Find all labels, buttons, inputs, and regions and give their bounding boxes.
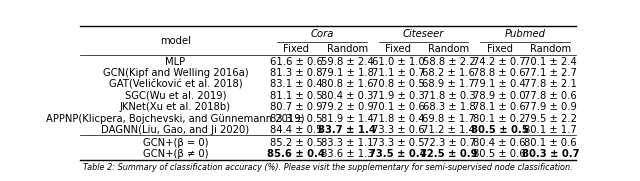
Text: 70.1 ± 2.4: 70.1 ± 2.4 (524, 57, 577, 67)
Text: Citeseer: Citeseer (403, 29, 444, 39)
Text: 78.8 ± 0.6: 78.8 ± 0.6 (474, 68, 526, 78)
Text: 80.1 ± 0.6: 80.1 ± 0.6 (524, 138, 577, 148)
Text: 80.7 ± 0.9: 80.7 ± 0.9 (270, 102, 323, 112)
Text: 80.5 ± 0.5: 80.5 ± 0.5 (471, 125, 529, 135)
Text: model: model (160, 35, 191, 46)
Text: APPNP(Klicpera, Bojchevski, and Günnemann 2019): APPNP(Klicpera, Bojchevski, and Günneman… (46, 114, 305, 124)
Text: 80.4 ± 0.3: 80.4 ± 0.3 (321, 91, 373, 101)
Text: 83.7 ± 1.4: 83.7 ± 1.4 (318, 125, 376, 135)
Text: Fixed: Fixed (487, 44, 513, 54)
Text: 80.5 ± 0.6: 80.5 ± 0.6 (474, 149, 526, 159)
Text: 83.3 ± 0.5: 83.3 ± 0.5 (270, 114, 323, 124)
Text: 81.3 ± 0.8: 81.3 ± 0.8 (270, 68, 323, 78)
Text: 77.9 ± 0.9: 77.9 ± 0.9 (524, 102, 577, 112)
Text: 59.8 ± 2.4: 59.8 ± 2.4 (321, 57, 374, 67)
Text: 69.8 ± 1.7: 69.8 ± 1.7 (422, 114, 476, 124)
Text: 73.3 ± 0.6: 73.3 ± 0.6 (372, 125, 424, 135)
Text: 68.2 ± 1.6: 68.2 ± 1.6 (422, 68, 476, 78)
Text: 80.8 ± 1.6: 80.8 ± 1.6 (321, 79, 374, 89)
Text: 72.3 ± 0.7: 72.3 ± 0.7 (422, 138, 476, 148)
Text: GCN(Kipf and Welling 2016a): GCN(Kipf and Welling 2016a) (102, 68, 248, 78)
Text: 78.1 ± 0.6: 78.1 ± 0.6 (474, 102, 526, 112)
Text: 83.6 ± 1.3: 83.6 ± 1.3 (321, 149, 374, 159)
Text: Table 2: Summary of classification accuracy (%). Please visit the supplementary : Table 2: Summary of classification accur… (83, 163, 573, 172)
Text: 73.5 ± 0.4: 73.5 ± 0.4 (369, 149, 427, 159)
Text: DAGNN(Liu, Gao, and Ji 2020): DAGNN(Liu, Gao, and Ji 2020) (101, 125, 250, 135)
Text: 78.9 ± 0.0: 78.9 ± 0.0 (474, 91, 526, 101)
Text: 79.5 ± 2.2: 79.5 ± 2.2 (524, 114, 577, 124)
Text: Random: Random (326, 44, 368, 54)
Text: 71.8 ± 0.4: 71.8 ± 0.4 (372, 114, 424, 124)
Text: Pubmed: Pubmed (505, 29, 546, 39)
Text: 80.3 ± 0.7: 80.3 ± 0.7 (522, 149, 579, 159)
Text: 85.2 ± 0.5: 85.2 ± 0.5 (270, 138, 323, 148)
Text: Cora: Cora (310, 29, 333, 39)
Text: 77.1 ± 2.7: 77.1 ± 2.7 (524, 68, 577, 78)
Text: GAT(Veličković et al. 2018): GAT(Veličković et al. 2018) (109, 79, 243, 89)
Text: 68.9 ± 1.7: 68.9 ± 1.7 (422, 79, 476, 89)
Text: 68.3 ± 1.8: 68.3 ± 1.8 (422, 102, 476, 112)
Text: 70.1 ± 0.6: 70.1 ± 0.6 (372, 102, 424, 112)
Text: Fixed: Fixed (284, 44, 309, 54)
Text: 74.2 ± 0.7: 74.2 ± 0.7 (474, 57, 526, 67)
Text: Random: Random (428, 44, 470, 54)
Text: 77.8 ± 2.1: 77.8 ± 2.1 (524, 79, 577, 89)
Text: GCN+(β = 0): GCN+(β = 0) (143, 138, 208, 148)
Text: JKNet(Xu et al. 2018b): JKNet(Xu et al. 2018b) (120, 102, 231, 112)
Text: 81.9 ± 1.4: 81.9 ± 1.4 (321, 114, 374, 124)
Text: 83.1 ± 0.4: 83.1 ± 0.4 (270, 79, 323, 89)
Text: 80.1 ± 0.2: 80.1 ± 0.2 (474, 114, 526, 124)
Text: 80.1 ± 1.7: 80.1 ± 1.7 (524, 125, 577, 135)
Text: Fixed: Fixed (385, 44, 411, 54)
Text: 81.1 ± 0.5: 81.1 ± 0.5 (270, 91, 323, 101)
Text: 79.1 ± 1.8: 79.1 ± 1.8 (321, 68, 374, 78)
Text: 83.3 ± 1.1: 83.3 ± 1.1 (321, 138, 374, 148)
Text: 71.9 ± 0.3: 71.9 ± 0.3 (372, 91, 424, 101)
Text: 85.6 ± 0.4: 85.6 ± 0.4 (268, 149, 325, 159)
Text: 80.4 ± 0.6: 80.4 ± 0.6 (474, 138, 526, 148)
Text: 71.8 ± 0.3: 71.8 ± 0.3 (422, 91, 476, 101)
Text: 73.3 ± 0.5: 73.3 ± 0.5 (372, 138, 424, 148)
Text: 61.0 ± 1.0: 61.0 ± 1.0 (372, 57, 424, 67)
Text: 71.2 ± 1.4: 71.2 ± 1.4 (422, 125, 476, 135)
Text: 58.8 ± 2.2: 58.8 ± 2.2 (422, 57, 476, 67)
Text: 77.8 ± 0.6: 77.8 ± 0.6 (524, 91, 577, 101)
Text: 79.2 ± 0.9: 79.2 ± 0.9 (321, 102, 374, 112)
Text: 84.4 ± 0.5: 84.4 ± 0.5 (270, 125, 323, 135)
Text: MLP: MLP (165, 57, 186, 67)
Text: 61.6 ± 0.6: 61.6 ± 0.6 (270, 57, 323, 67)
Text: GCN+(β ≠ 0): GCN+(β ≠ 0) (143, 149, 208, 159)
Text: 79.1 ± 0.4: 79.1 ± 0.4 (474, 79, 526, 89)
Text: SGC(Wu et al. 2019): SGC(Wu et al. 2019) (125, 91, 226, 101)
Text: 72.5 ± 0.9: 72.5 ± 0.9 (420, 149, 477, 159)
Text: Random: Random (530, 44, 571, 54)
Text: 71.1 ± 0.7: 71.1 ± 0.7 (372, 68, 424, 78)
Text: 70.8 ± 0.5: 70.8 ± 0.5 (372, 79, 424, 89)
